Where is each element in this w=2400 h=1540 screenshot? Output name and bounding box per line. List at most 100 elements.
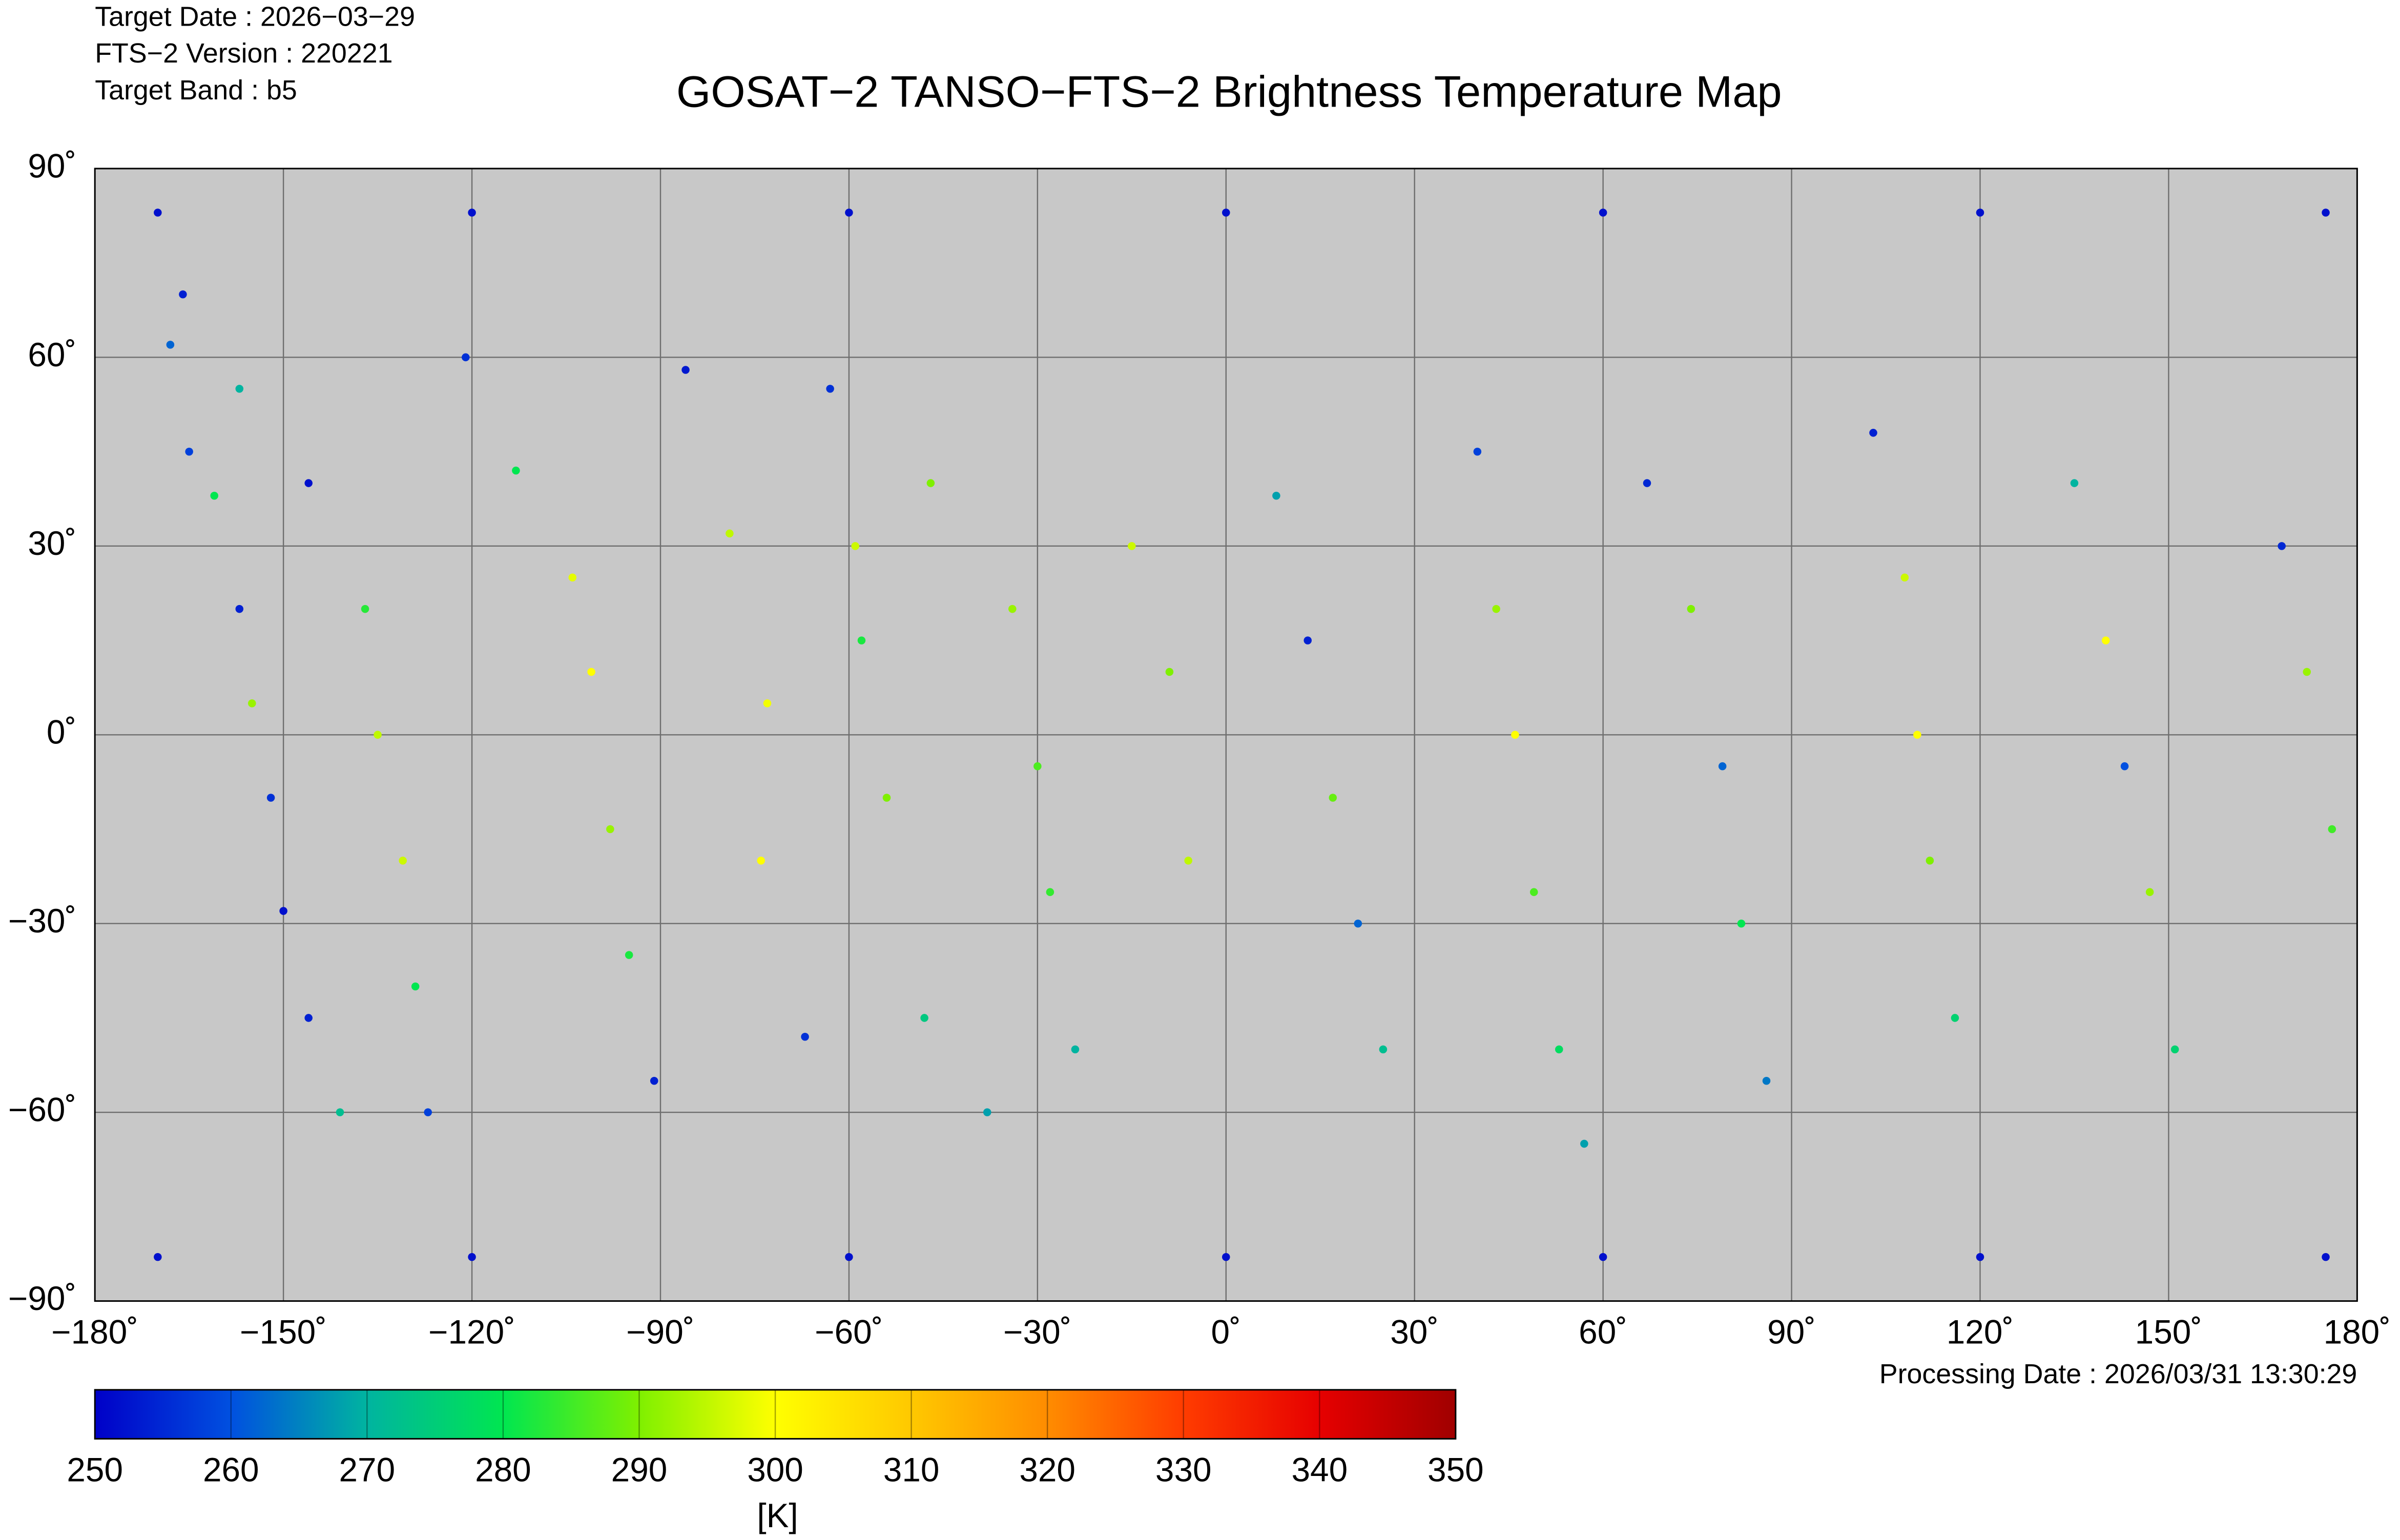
footprint bbox=[1272, 491, 1280, 500]
colorbar-tick-label: 250 bbox=[67, 1451, 123, 1489]
colorbar-tick-label: 270 bbox=[339, 1451, 396, 1489]
y-tick-label: −30˚ bbox=[8, 902, 76, 940]
colorbar-tick-label: 260 bbox=[203, 1451, 259, 1489]
footprint bbox=[336, 1108, 344, 1116]
footprint bbox=[1128, 542, 1136, 550]
chart-title: GOSAT−2 TANSO−FTS−2 Brightness Temperatu… bbox=[676, 68, 1782, 117]
x-tick-label: 180˚ bbox=[2324, 1314, 2391, 1351]
footprint bbox=[185, 447, 193, 456]
footprint bbox=[1046, 888, 1054, 897]
footprint bbox=[1222, 1253, 1230, 1261]
footprint bbox=[2278, 542, 2286, 550]
x-tick-label: −180˚ bbox=[51, 1314, 138, 1351]
info-line: Target Date : 2026−03−29 bbox=[95, 1, 415, 32]
y-tick-label: 30˚ bbox=[28, 525, 76, 562]
footprint bbox=[983, 1108, 991, 1116]
footprint bbox=[845, 209, 853, 217]
footprint bbox=[266, 794, 275, 802]
footprint bbox=[650, 1076, 658, 1085]
footprint bbox=[1687, 605, 1695, 613]
footprint bbox=[1762, 1076, 1771, 1085]
footprint bbox=[235, 605, 244, 613]
x-tick-label: −90˚ bbox=[626, 1314, 694, 1351]
footprint bbox=[411, 982, 420, 991]
x-tick-label: 120˚ bbox=[1947, 1314, 2014, 1351]
colorbar-tick-label: 300 bbox=[747, 1451, 803, 1489]
colorbar-tick-label: 350 bbox=[1427, 1451, 1484, 1489]
footprint bbox=[1354, 919, 1362, 928]
footprint bbox=[1643, 479, 1651, 487]
footprint bbox=[210, 491, 218, 500]
x-tick-label: 30˚ bbox=[1390, 1314, 1439, 1351]
footprint bbox=[304, 1014, 313, 1022]
footprint bbox=[826, 385, 834, 393]
footprint bbox=[920, 1014, 928, 1022]
footprint bbox=[1473, 447, 1482, 456]
colorbar-tick-label: 310 bbox=[883, 1451, 940, 1489]
x-tick-label: 60˚ bbox=[1579, 1314, 1627, 1351]
footprint bbox=[1033, 762, 1042, 771]
footprint bbox=[1071, 1045, 1080, 1054]
footprint bbox=[1599, 1253, 1607, 1261]
footprint bbox=[1008, 605, 1017, 613]
y-tick-label: −60˚ bbox=[8, 1091, 76, 1129]
footprint bbox=[2322, 209, 2330, 217]
footprint bbox=[2328, 825, 2336, 834]
colorbar-tick-label: 320 bbox=[1019, 1451, 1075, 1489]
info-line: Target Band : b5 bbox=[95, 75, 297, 106]
footprint bbox=[2070, 479, 2079, 487]
footprint bbox=[1951, 1014, 1959, 1022]
footprint bbox=[2120, 762, 2129, 771]
colorbar-label: [K] bbox=[757, 1497, 798, 1534]
y-tick-label: 60˚ bbox=[28, 336, 76, 373]
footprint bbox=[361, 605, 369, 613]
footprint bbox=[1580, 1139, 1588, 1148]
footprint bbox=[2145, 888, 2154, 897]
x-tick-label: −60˚ bbox=[815, 1314, 883, 1351]
footprint bbox=[1976, 1253, 1984, 1261]
footprint bbox=[1222, 209, 1230, 217]
colorbar-tick-label: 340 bbox=[1291, 1451, 1348, 1489]
processing-date: Processing Date : 2026/03/31 13:30:29 bbox=[1879, 1359, 2357, 1389]
footprint bbox=[512, 466, 520, 475]
footprint bbox=[606, 825, 614, 834]
footprint bbox=[845, 1253, 853, 1261]
x-tick-label: −120˚ bbox=[428, 1314, 515, 1351]
footprint bbox=[179, 290, 187, 299]
map-frame bbox=[94, 168, 2358, 1302]
footprint bbox=[235, 385, 244, 393]
footprint bbox=[1529, 888, 1538, 897]
y-tick-label: 90˚ bbox=[28, 147, 76, 184]
footprint bbox=[1926, 857, 1934, 865]
footprint bbox=[2102, 636, 2110, 644]
footprint bbox=[279, 907, 287, 915]
footprint bbox=[2303, 668, 2311, 676]
footprint bbox=[801, 1033, 809, 1041]
footprint bbox=[1304, 636, 1312, 644]
footprint bbox=[1379, 1045, 1388, 1054]
y-tick-label: −90˚ bbox=[8, 1280, 76, 1317]
footprint bbox=[851, 542, 859, 550]
footprint bbox=[1329, 794, 1337, 802]
footprint bbox=[1737, 919, 1746, 928]
x-tick-label: −150˚ bbox=[240, 1314, 327, 1351]
footprint bbox=[462, 353, 470, 362]
footprint bbox=[374, 731, 382, 739]
footprint bbox=[424, 1108, 432, 1116]
x-tick-label: 150˚ bbox=[2135, 1314, 2203, 1351]
footprint bbox=[1900, 573, 1909, 582]
x-tick-label: −30˚ bbox=[1003, 1314, 1071, 1351]
footprint bbox=[926, 479, 935, 487]
colorbar-tick-label: 330 bbox=[1155, 1451, 1212, 1489]
footprint bbox=[304, 479, 313, 487]
x-tick-label: 90˚ bbox=[1767, 1314, 1816, 1351]
y-tick-label: 0˚ bbox=[47, 714, 76, 751]
colorbar bbox=[94, 1389, 1457, 1440]
colorbar-tick-label: 280 bbox=[475, 1451, 531, 1489]
footprint bbox=[1913, 731, 1921, 739]
footprint bbox=[154, 209, 162, 217]
footprint bbox=[882, 794, 891, 802]
footprint bbox=[468, 209, 476, 217]
colorbar-tick-label: 290 bbox=[611, 1451, 668, 1489]
